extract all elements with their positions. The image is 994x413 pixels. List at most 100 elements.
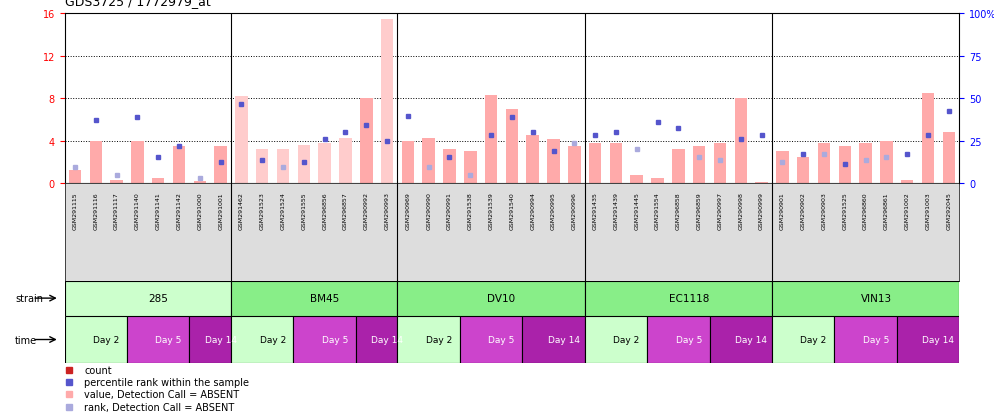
Text: GSM296856: GSM296856 (322, 192, 327, 229)
Text: GSM290991: GSM290991 (447, 192, 452, 229)
Bar (735, 99, 747, 184)
Text: GSM290969: GSM290969 (406, 192, 411, 229)
Text: BM45: BM45 (310, 293, 339, 304)
Bar (402, 141, 414, 184)
Bar (339, 138, 352, 184)
Bar (422, 138, 435, 184)
Text: rank, Detection Call = ABSENT: rank, Detection Call = ABSENT (84, 402, 235, 412)
Bar (65, 316, 127, 363)
Text: GSM290995: GSM290995 (551, 192, 556, 229)
Text: GSM291538: GSM291538 (468, 192, 473, 229)
Bar (443, 150, 455, 184)
Text: GSM291002: GSM291002 (905, 192, 910, 229)
Text: Day 2: Day 2 (800, 335, 827, 344)
Bar (215, 147, 227, 184)
Text: GSM291554: GSM291554 (655, 192, 660, 229)
Text: GSM290901: GSM290901 (780, 192, 785, 229)
Text: GSM291117: GSM291117 (114, 192, 119, 229)
Text: GSM296857: GSM296857 (343, 192, 348, 229)
Text: count: count (84, 365, 112, 375)
Bar (460, 316, 522, 363)
Bar (776, 152, 788, 184)
Text: Day 5: Day 5 (863, 335, 890, 344)
Bar (527, 136, 539, 184)
Text: GSM290992: GSM290992 (364, 192, 369, 230)
Bar (231, 281, 398, 316)
Text: GSM291142: GSM291142 (177, 192, 182, 229)
Text: GDS3725 / 1772979_at: GDS3725 / 1772979_at (65, 0, 211, 8)
Bar (755, 183, 767, 184)
Text: GSM291115: GSM291115 (73, 192, 78, 229)
Text: GSM291439: GSM291439 (613, 192, 618, 230)
Bar (651, 178, 664, 184)
Text: Day 14: Day 14 (548, 335, 580, 344)
Text: Day 5: Day 5 (676, 335, 702, 344)
Text: GSM291524: GSM291524 (280, 192, 285, 229)
Text: GSM291555: GSM291555 (301, 192, 306, 229)
Text: Day 14: Day 14 (736, 335, 767, 344)
Bar (236, 97, 248, 184)
Text: GSM290999: GSM290999 (759, 192, 764, 230)
Bar (839, 147, 851, 184)
Bar (647, 316, 710, 363)
Text: GSM290993: GSM290993 (385, 192, 390, 230)
Bar (797, 157, 809, 184)
Text: Day 14: Day 14 (205, 335, 237, 344)
Bar (485, 96, 497, 184)
Bar (360, 99, 373, 184)
Bar (834, 316, 897, 363)
Bar (584, 316, 647, 363)
Text: GSM290996: GSM290996 (572, 192, 577, 229)
Text: GSM291445: GSM291445 (634, 192, 639, 229)
Text: GSM291462: GSM291462 (239, 192, 244, 229)
Text: GSM296860: GSM296860 (863, 192, 868, 229)
Text: GSM296859: GSM296859 (697, 192, 702, 229)
Text: GSM291540: GSM291540 (509, 192, 515, 229)
Bar (381, 20, 394, 184)
Bar (672, 150, 685, 184)
Text: GSM291523: GSM291523 (259, 192, 264, 229)
Bar (714, 144, 727, 184)
Text: Day 5: Day 5 (155, 335, 182, 344)
Text: GSM291003: GSM291003 (925, 192, 930, 229)
Text: strain: strain (15, 293, 43, 304)
Text: GSM290998: GSM290998 (739, 192, 744, 229)
Bar (194, 182, 206, 184)
Bar (818, 144, 830, 184)
Text: GSM292045: GSM292045 (946, 192, 951, 229)
Text: 285: 285 (148, 293, 168, 304)
Text: Day 2: Day 2 (259, 335, 286, 344)
Text: Day 2: Day 2 (613, 335, 639, 344)
Bar (293, 316, 356, 363)
Text: percentile rank within the sample: percentile rank within the sample (84, 377, 249, 387)
Text: GSM291435: GSM291435 (592, 192, 597, 229)
Bar (942, 133, 955, 184)
Bar (65, 281, 231, 316)
Text: Day 5: Day 5 (322, 335, 348, 344)
Text: GSM291140: GSM291140 (135, 192, 140, 229)
Text: GSM290994: GSM290994 (530, 192, 535, 230)
Text: value, Detection Call = ABSENT: value, Detection Call = ABSENT (84, 389, 240, 399)
Bar (584, 281, 772, 316)
Bar (152, 178, 164, 184)
Bar (173, 147, 185, 184)
Text: GSM291001: GSM291001 (218, 192, 223, 229)
Bar (506, 110, 518, 184)
Bar (398, 281, 584, 316)
Bar (548, 139, 560, 184)
Bar (464, 152, 476, 184)
Bar (901, 180, 913, 184)
Text: GSM291116: GSM291116 (93, 192, 98, 229)
Text: Day 5: Day 5 (488, 335, 515, 344)
Bar (772, 281, 959, 316)
Text: GSM296861: GSM296861 (884, 192, 889, 229)
Bar (772, 316, 834, 363)
Text: GSM290990: GSM290990 (426, 192, 431, 229)
Bar (127, 316, 190, 363)
Text: EC1118: EC1118 (669, 293, 709, 304)
Text: Day 2: Day 2 (93, 335, 119, 344)
Bar (256, 150, 268, 184)
Text: Day 2: Day 2 (426, 335, 452, 344)
Text: Day 14: Day 14 (922, 335, 954, 344)
Bar (522, 316, 584, 363)
